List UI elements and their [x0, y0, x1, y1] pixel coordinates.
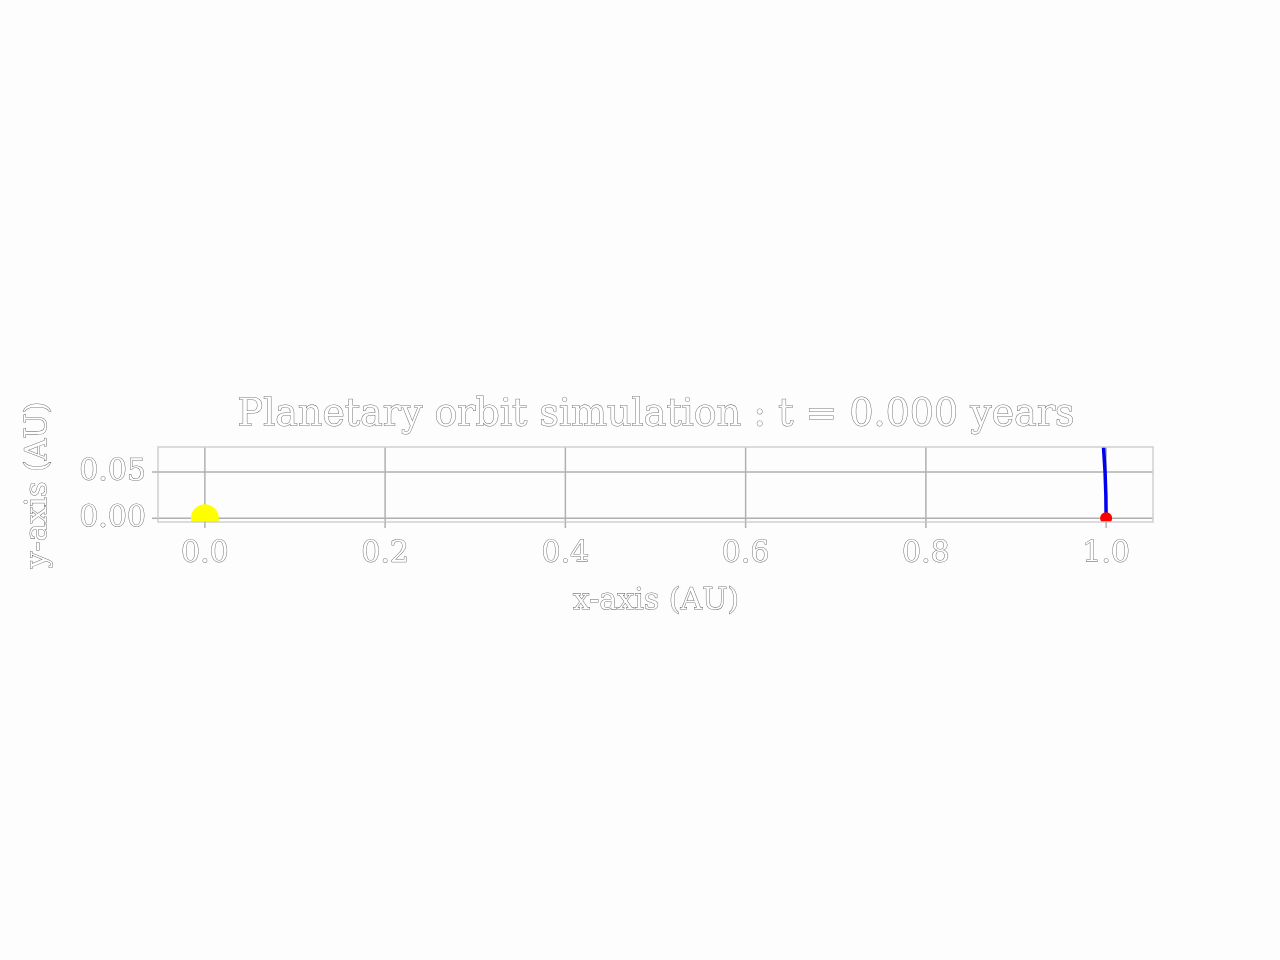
orbit-line	[1101, 447, 1108, 519]
x-axis-label: x-axis (AU)	[573, 582, 739, 617]
y-tick-label: 0.00	[79, 499, 146, 534]
axes-frame	[157, 446, 1154, 523]
x-tick-label: 0.4	[542, 535, 590, 570]
x-tick-label: 0.2	[361, 535, 409, 570]
chart-title: Planetary orbit simulation : t = 0.000 y…	[238, 391, 1075, 435]
y-axis-label: y-axis (AU)	[19, 402, 54, 570]
x-tick-label: 1.0	[1082, 535, 1130, 570]
body-marker	[1100, 512, 1113, 522]
plot-area	[190, 447, 1113, 522]
x-tick-label: 0.6	[722, 535, 770, 570]
x-tick-label: 0.8	[902, 535, 950, 570]
body-marker	[190, 504, 219, 522]
x-tick-label: 0.0	[181, 535, 229, 570]
grid	[158, 447, 1153, 522]
y-tick-label: 0.05	[79, 453, 146, 488]
